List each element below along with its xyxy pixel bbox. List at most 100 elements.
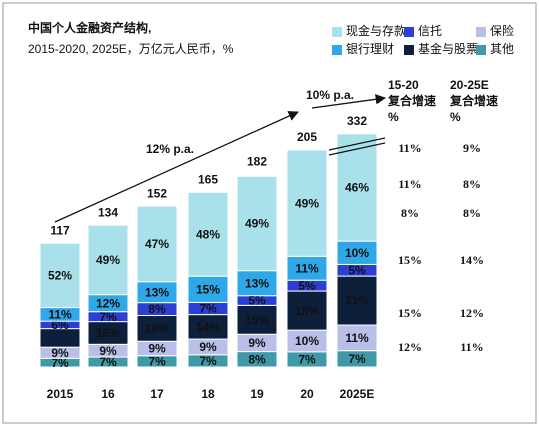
x-tick-label: 2025E: [340, 387, 375, 401]
chart-subtitle: 2015-2020, 2025E，万亿元人民币，%: [28, 41, 234, 56]
legend-swatch: [332, 27, 342, 37]
value-label: 16%: [145, 322, 169, 336]
value-label: 5%: [298, 279, 316, 293]
x-tick-label: 19: [250, 387, 264, 401]
value-label: 47%: [145, 237, 169, 251]
total-label: 152: [147, 186, 167, 200]
value-label: 7%: [99, 355, 117, 369]
total-label: 134: [98, 205, 118, 219]
bar-segment: [187, 191, 229, 277]
value-label: 5%: [348, 263, 366, 277]
table-cell: 14%: [460, 253, 484, 267]
x-tick-label: 17: [150, 387, 164, 401]
table-header: 20-25E: [450, 78, 489, 92]
legend-label: 银行理财: [346, 42, 394, 56]
table-cell: 11%: [398, 177, 421, 191]
value-label: 49%: [96, 253, 120, 267]
legend-swatch: [476, 27, 486, 37]
legend-swatch: [476, 45, 486, 55]
value-label: 13%: [245, 276, 269, 290]
total-label: 165: [198, 173, 218, 187]
value-label: 14%: [196, 320, 220, 334]
value-label: 8%: [248, 352, 266, 366]
bar-segment: [187, 275, 229, 303]
bar-segment: [39, 242, 81, 309]
legend-label: 其他: [490, 42, 514, 56]
value-label: 7%: [148, 355, 166, 369]
bar-segment: [236, 270, 278, 297]
legend-label: 保险: [490, 23, 514, 38]
value-label: 11%: [345, 331, 369, 345]
value-label: 21%: [345, 294, 369, 308]
table-cell: 12%: [398, 340, 422, 354]
bar-segment: [187, 314, 229, 340]
x-tick-label: 2015: [47, 387, 74, 401]
chart-title: 中国个人金融资产结构,: [28, 20, 151, 35]
table-cell: 15%: [398, 306, 422, 320]
legend-label: 现金与存款: [346, 23, 406, 38]
value-label: 9%: [199, 340, 217, 354]
value-label: 48%: [196, 227, 220, 241]
value-label: 11%: [295, 261, 319, 275]
table-header: %: [450, 110, 461, 124]
table-cell: 8%: [463, 177, 481, 191]
value-label: 11%: [48, 308, 72, 322]
bar-segment: [286, 149, 328, 257]
bar-segment: [136, 205, 178, 283]
value-label: 15%: [196, 282, 220, 296]
legend-swatch: [332, 45, 342, 55]
growth-arrow: [311, 94, 387, 109]
bar-segment: [336, 324, 378, 352]
table-header: 15-20: [388, 78, 419, 92]
x-tick-label: 16: [101, 387, 115, 401]
legend-label: 基金与股票: [418, 41, 478, 56]
value-label: 7%: [199, 354, 217, 368]
value-label: 10%: [295, 334, 319, 348]
value-label: 9%: [99, 344, 117, 358]
value-label: 13%: [145, 285, 169, 299]
value-label: 52%: [48, 269, 72, 283]
bar-segment: [236, 175, 278, 272]
axis-break: [328, 137, 386, 151]
table-cell: 8%: [463, 206, 481, 220]
value-label: 16%: [96, 326, 120, 340]
value-label: 15%: [245, 313, 269, 327]
legend-swatch: [404, 45, 414, 55]
annotation: 12% p.a.: [146, 142, 194, 156]
bar-segment: [286, 290, 328, 331]
value-label: 7%: [199, 302, 217, 316]
value-label: 7%: [298, 353, 316, 367]
total-label: 182: [247, 155, 267, 169]
table-cell: 11%: [398, 141, 421, 155]
table-header: 复合增速: [449, 93, 498, 108]
value-label: 10%: [345, 246, 369, 260]
value-label: 49%: [245, 217, 269, 231]
value-label: 9%: [248, 336, 266, 350]
table-cell: 8%: [401, 206, 419, 220]
x-tick-label: 20: [300, 387, 314, 401]
value-label: 9%: [148, 342, 166, 356]
value-label: 49%: [295, 196, 319, 210]
total-label: 205: [297, 130, 317, 144]
value-label: 7%: [348, 352, 366, 366]
value-label: 9%: [51, 346, 69, 360]
value-label: 7%: [51, 356, 69, 370]
bar-segment: [87, 224, 129, 296]
annotation: 10% p.a.: [306, 88, 354, 102]
table-cell: 15%: [398, 253, 422, 267]
table-header: 复合增速: [387, 93, 436, 108]
legend-label: 信托: [418, 24, 442, 38]
x-tick-label: 18: [201, 387, 215, 401]
table-cell: 9%: [463, 141, 481, 155]
value-label: 46%: [345, 181, 369, 195]
table-cell: 12%: [460, 306, 484, 320]
value-label: 12%: [96, 296, 120, 310]
table-cell: 11%: [460, 340, 483, 354]
total-label: 117: [50, 223, 70, 237]
value-label: 18%: [295, 304, 319, 318]
value-label: 8%: [148, 302, 166, 316]
value-label: 5%: [248, 294, 266, 308]
legend-swatch: [404, 27, 414, 37]
table-header: %: [388, 110, 399, 124]
